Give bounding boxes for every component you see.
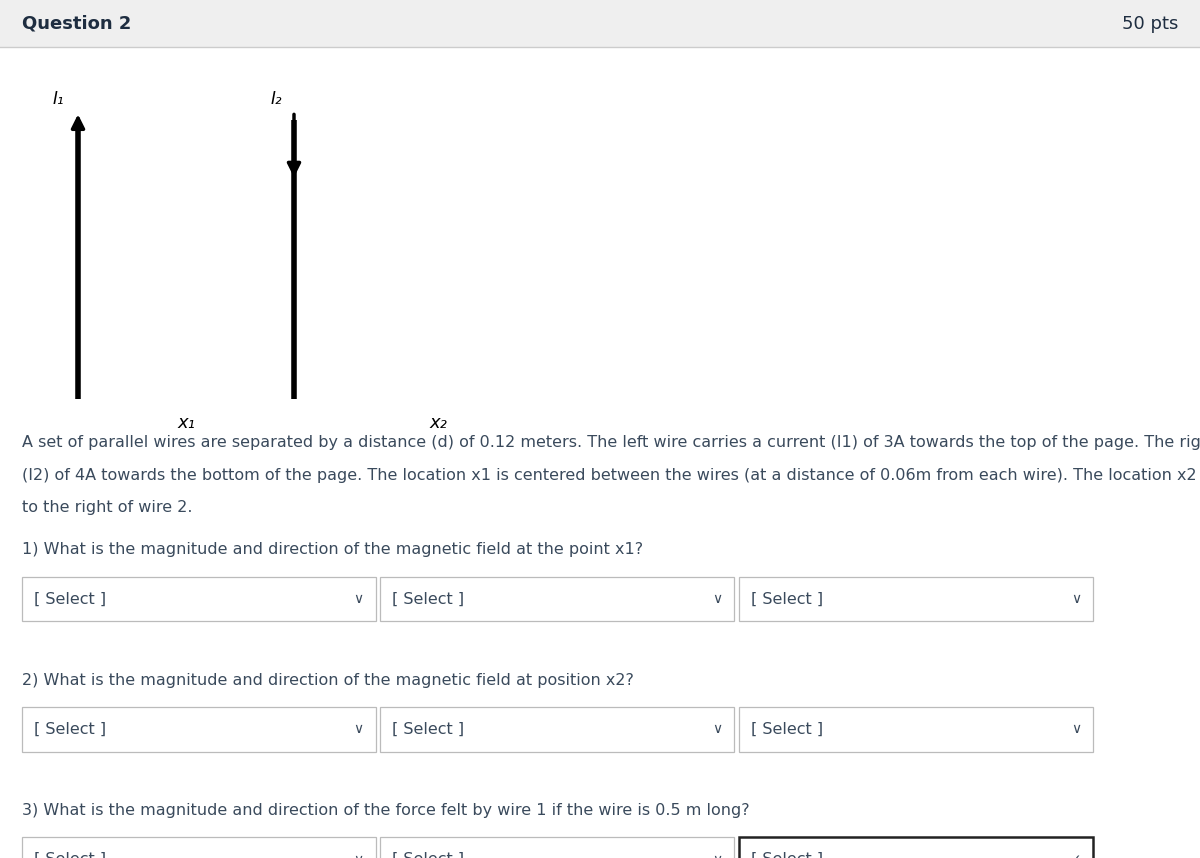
Bar (739, 577, 1093, 621)
Text: ∨: ∨ (354, 853, 364, 858)
Text: [ Select ]: [ Select ] (751, 591, 823, 607)
Text: ∨: ∨ (713, 853, 722, 858)
Bar (22, 577, 376, 621)
Bar (739, 707, 1093, 752)
Text: ✓: ✓ (1069, 853, 1081, 858)
Text: I₁: I₁ (52, 90, 64, 107)
Text: ∨: ∨ (713, 722, 722, 736)
Text: [ Select ]: [ Select ] (34, 852, 106, 858)
Text: 2) What is the magnitude and direction of the magnetic field at position x2?: 2) What is the magnitude and direction o… (22, 673, 634, 687)
Bar (22, 707, 376, 752)
Bar (380, 837, 734, 858)
Text: [ Select ]: [ Select ] (392, 722, 464, 737)
Text: [ Select ]: [ Select ] (751, 722, 823, 737)
Text: to the right of wire 2.: to the right of wire 2. (22, 500, 192, 515)
Text: x₁: x₁ (178, 414, 194, 432)
Text: [ Select ]: [ Select ] (392, 591, 464, 607)
Text: 3) What is the magnitude and direction of the force felt by wire 1 if the wire i: 3) What is the magnitude and direction o… (22, 803, 749, 818)
Bar (739, 837, 1093, 858)
Text: [ Select ]: [ Select ] (34, 722, 106, 737)
Text: ∨: ∨ (354, 722, 364, 736)
Bar (22, 837, 376, 858)
Text: ∨: ∨ (354, 592, 364, 606)
Text: x₂: x₂ (430, 414, 446, 432)
Text: (I2) of 4A towards the bottom of the page. The location x1 is centered between t: (I2) of 4A towards the bottom of the pag… (22, 468, 1200, 482)
Text: I₂: I₂ (270, 90, 282, 107)
Text: 50 pts: 50 pts (1122, 15, 1178, 33)
Bar (0, 0, 1200, 47)
Text: ∨: ∨ (1072, 592, 1081, 606)
Text: [ Select ]: [ Select ] (392, 852, 464, 858)
Bar (380, 577, 734, 621)
Text: [ Select ]: [ Select ] (751, 852, 823, 858)
Text: Question 2: Question 2 (22, 15, 131, 33)
Text: ∨: ∨ (1072, 722, 1081, 736)
Text: 1) What is the magnitude and direction of the magnetic field at the point x1?: 1) What is the magnitude and direction o… (22, 542, 643, 557)
Text: [ Select ]: [ Select ] (34, 591, 106, 607)
Text: A set of parallel wires are separated by a distance (d) of 0.12 meters. The left: A set of parallel wires are separated by… (22, 435, 1200, 450)
Text: ∨: ∨ (713, 592, 722, 606)
Bar (380, 707, 734, 752)
